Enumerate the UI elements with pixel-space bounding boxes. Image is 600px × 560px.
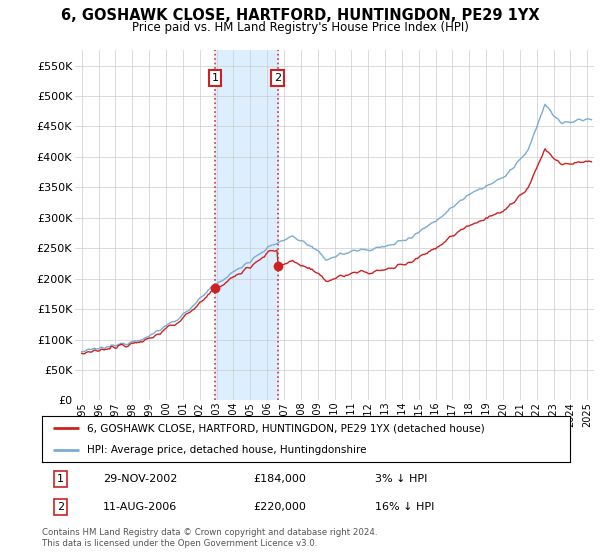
Text: Price paid vs. HM Land Registry's House Price Index (HPI): Price paid vs. HM Land Registry's House … xyxy=(131,21,469,34)
Text: £220,000: £220,000 xyxy=(253,502,306,512)
Bar xyxy=(215,50,278,400)
Text: £184,000: £184,000 xyxy=(253,474,306,484)
Text: 3% ↓ HPI: 3% ↓ HPI xyxy=(374,474,427,484)
Text: HPI: Average price, detached house, Huntingdonshire: HPI: Average price, detached house, Hunt… xyxy=(87,445,367,455)
Text: Contains HM Land Registry data © Crown copyright and database right 2024.
This d: Contains HM Land Registry data © Crown c… xyxy=(42,528,377,548)
Text: 16% ↓ HPI: 16% ↓ HPI xyxy=(374,502,434,512)
Text: 11-AUG-2006: 11-AUG-2006 xyxy=(103,502,177,512)
Text: 2: 2 xyxy=(57,502,64,512)
Text: 1: 1 xyxy=(57,474,64,484)
Text: 6, GOSHAWK CLOSE, HARTFORD, HUNTINGDON, PE29 1YX: 6, GOSHAWK CLOSE, HARTFORD, HUNTINGDON, … xyxy=(61,8,539,24)
Text: 1: 1 xyxy=(212,73,218,83)
Text: 29-NOV-2002: 29-NOV-2002 xyxy=(103,474,177,484)
Text: 2: 2 xyxy=(274,73,281,83)
Text: 6, GOSHAWK CLOSE, HARTFORD, HUNTINGDON, PE29 1YX (detached house): 6, GOSHAWK CLOSE, HARTFORD, HUNTINGDON, … xyxy=(87,423,485,433)
